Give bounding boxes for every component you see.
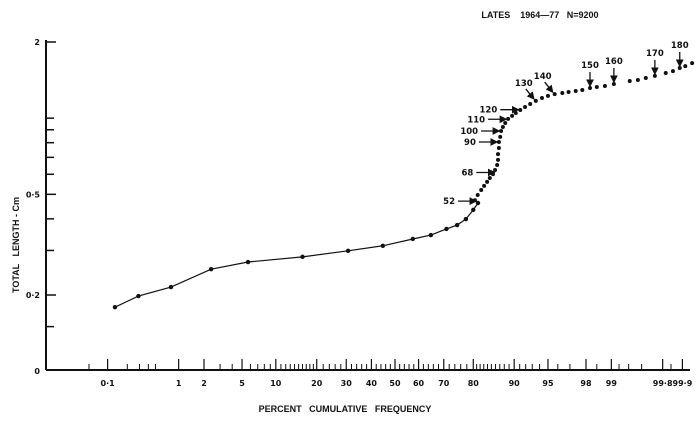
- data-point: [533, 98, 538, 103]
- x-tick-label: 80: [468, 379, 480, 388]
- x-tick-label: 0·1: [101, 379, 116, 388]
- data-point: [410, 236, 416, 242]
- data-point: [560, 91, 565, 96]
- data-point: [510, 113, 515, 118]
- data-point: [594, 84, 599, 89]
- data-point: [670, 69, 675, 74]
- data-point: [677, 66, 682, 71]
- data-point: [588, 85, 593, 90]
- data-point: [503, 120, 508, 125]
- x-tick-label: 95: [542, 379, 554, 388]
- x-tick-label: 2: [201, 379, 207, 388]
- x-tick-label: 1: [176, 379, 182, 388]
- data-point: [487, 176, 492, 181]
- y-tick-label: 0·5: [26, 190, 41, 199]
- data-point: [496, 139, 501, 144]
- data-point: [475, 200, 481, 206]
- data-point: [513, 111, 518, 116]
- annotation-arrow: [525, 88, 535, 100]
- data-point: [463, 216, 469, 222]
- y-tick-label: 0: [34, 367, 40, 376]
- data-point: [495, 162, 500, 167]
- data-point: [245, 259, 251, 265]
- annotation-label: 170: [646, 49, 664, 59]
- annotation-label: 110: [467, 115, 485, 125]
- data-point: [444, 226, 449, 232]
- chart-title: LATES 1964—77 N=9200: [481, 10, 598, 20]
- data-point: [506, 116, 511, 121]
- data-point: [485, 179, 490, 184]
- annotation-label: 52: [443, 197, 455, 207]
- data-point: [611, 81, 616, 86]
- annotation-label: 100: [460, 127, 478, 137]
- data-point: [208, 266, 214, 272]
- data-point: [380, 243, 386, 248]
- annotation-arrow: [544, 81, 554, 94]
- data-point: [690, 61, 695, 66]
- data-point: [652, 73, 657, 78]
- annotation-label: 180: [671, 41, 689, 51]
- x-axis-label: PERCENT CUMULATIVE FREQUENCY: [259, 404, 432, 414]
- data-point: [482, 183, 487, 188]
- data-point: [518, 108, 523, 113]
- x-tick-label: 40: [366, 379, 378, 388]
- data-point: [496, 146, 501, 151]
- x-tick-label: 5: [239, 379, 245, 388]
- data-point: [683, 64, 688, 69]
- data-point: [168, 284, 174, 290]
- annotation-label: 140: [534, 72, 552, 82]
- x-tick-label: 10: [270, 379, 282, 388]
- data-point: [635, 77, 640, 82]
- annotation-label: 150: [581, 61, 599, 71]
- data-point: [500, 124, 505, 129]
- x-tick-label: 99·8: [653, 379, 673, 388]
- x-tick-label: 20: [311, 379, 323, 388]
- x-tick-label: 99·9: [673, 379, 693, 388]
- annotation-label: 160: [605, 57, 623, 67]
- y-axis-label: TOTAL LENGTH - Cm: [11, 197, 21, 293]
- x-tick-label: 60: [413, 379, 425, 388]
- data-point: [493, 167, 498, 172]
- series-line: [114, 202, 479, 308]
- data-point: [663, 71, 668, 76]
- data-point: [471, 207, 476, 213]
- data-point: [300, 254, 305, 260]
- data-point: [573, 88, 578, 93]
- data-point: [498, 134, 503, 139]
- data-point: [545, 93, 550, 98]
- x-tick-label: 99: [606, 379, 618, 388]
- annotation-label: 90: [464, 138, 476, 148]
- data-point: [580, 88, 585, 93]
- data-point: [523, 104, 528, 109]
- data-point: [496, 157, 501, 162]
- y-tick-label: 0·2: [26, 291, 40, 300]
- data-point: [345, 248, 351, 254]
- data-point: [539, 95, 544, 100]
- data-point: [496, 152, 501, 157]
- data-point: [479, 188, 484, 193]
- x-tick-label: 70: [438, 379, 450, 388]
- data-point: [428, 232, 434, 238]
- x-tick-label: 30: [341, 379, 353, 388]
- y-tick-label: 2: [34, 38, 40, 47]
- data-point: [528, 101, 533, 106]
- data-point: [627, 78, 632, 83]
- annotation-label: 68: [461, 168, 473, 178]
- data-point: [112, 304, 118, 310]
- data-point: [643, 75, 648, 80]
- annotation-label: 120: [480, 106, 498, 116]
- data-point: [499, 128, 504, 133]
- data-point: [475, 192, 480, 197]
- annotation-label: 130: [515, 79, 533, 89]
- data-point: [454, 222, 460, 228]
- x-tick-label: 90: [509, 379, 521, 388]
- x-tick-label: 98: [580, 379, 592, 388]
- data-point: [602, 84, 607, 89]
- data-point: [136, 293, 141, 299]
- x-tick-label: 50: [389, 379, 401, 388]
- data-point: [552, 92, 557, 97]
- data-point: [566, 89, 571, 94]
